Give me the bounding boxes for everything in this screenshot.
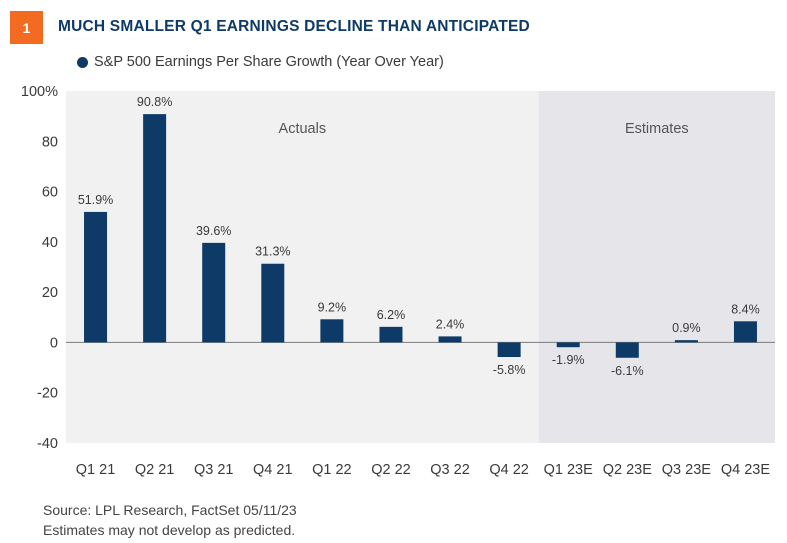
region-label-estimates: Estimates — [625, 121, 689, 137]
x-tick-label: Q1 22 — [312, 462, 352, 478]
legend-label: S&P 500 Earnings Per Share Growth (Year … — [94, 54, 444, 70]
data-label: 2.4% — [436, 317, 465, 331]
y-tick-label: 60 — [42, 185, 58, 201]
legend-dot-icon — [77, 56, 88, 68]
bar — [143, 114, 167, 343]
data-label: 51.9% — [78, 193, 113, 207]
bar — [497, 342, 521, 358]
x-tick-label: Q4 22 — [489, 462, 529, 478]
bar — [84, 211, 108, 343]
y-tick-label: 0 — [50, 335, 58, 351]
y-tick-label: -40 — [37, 436, 58, 452]
bar — [615, 342, 639, 358]
chart-title: MUCH SMALLER Q1 EARNINGS DECLINE THAN AN… — [58, 18, 530, 35]
x-tick-label: Q4 23E — [721, 462, 770, 478]
bar — [379, 326, 403, 343]
y-tick-label: 20 — [42, 285, 58, 301]
y-tick-label: 100% — [21, 84, 58, 100]
y-tick-label: 40 — [42, 235, 58, 251]
x-tick-label: Q2 21 — [135, 462, 175, 478]
x-tick-label: Q2 22 — [371, 462, 411, 478]
y-tick-label: -20 — [37, 386, 58, 402]
data-label: -1.9% — [552, 353, 585, 367]
data-label: 9.2% — [318, 300, 347, 314]
bar — [438, 336, 462, 343]
legend: S&P 500 Earnings Per Share Growth (Year … — [77, 54, 444, 70]
region-label-actuals: Actuals — [279, 121, 327, 137]
disclaimer-note: Estimates may not develop as predicted. — [43, 522, 296, 538]
figure-number-badge: 1 — [10, 11, 43, 44]
bar — [733, 321, 757, 343]
bar — [202, 242, 226, 343]
bar — [320, 319, 344, 343]
x-tick-label: Q4 21 — [253, 462, 293, 478]
y-tick-label: 80 — [42, 134, 58, 150]
data-label: 6.2% — [377, 308, 406, 322]
region-actuals-bg — [66, 91, 539, 443]
data-label: 90.8% — [137, 95, 172, 109]
data-label: 39.6% — [196, 224, 231, 238]
data-label: 31.3% — [255, 245, 290, 259]
region-estimates-bg — [538, 91, 775, 443]
bar — [261, 263, 285, 343]
x-tick-label: Q3 22 — [430, 462, 470, 478]
data-label: -6.1% — [611, 364, 644, 378]
bar — [674, 340, 698, 343]
x-tick-label: Q2 23E — [603, 462, 652, 478]
x-tick-label: Q3 21 — [194, 462, 234, 478]
x-tick-label: Q1 23E — [544, 462, 593, 478]
x-tick-label: Q1 21 — [76, 462, 116, 478]
bar — [556, 342, 580, 348]
x-tick-label: Q3 23E — [662, 462, 711, 478]
data-label: 0.9% — [672, 321, 701, 335]
data-label: 8.4% — [731, 302, 760, 316]
data-label: -5.8% — [493, 363, 526, 377]
source-note: Source: LPL Research, FactSet 05/11/23 — [43, 502, 297, 518]
